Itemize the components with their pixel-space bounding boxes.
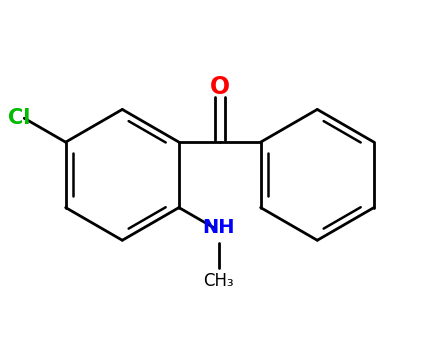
Text: NH: NH: [202, 218, 235, 237]
Text: O: O: [209, 75, 229, 99]
Text: Cl: Cl: [8, 108, 30, 128]
Text: CH₃: CH₃: [203, 272, 233, 289]
